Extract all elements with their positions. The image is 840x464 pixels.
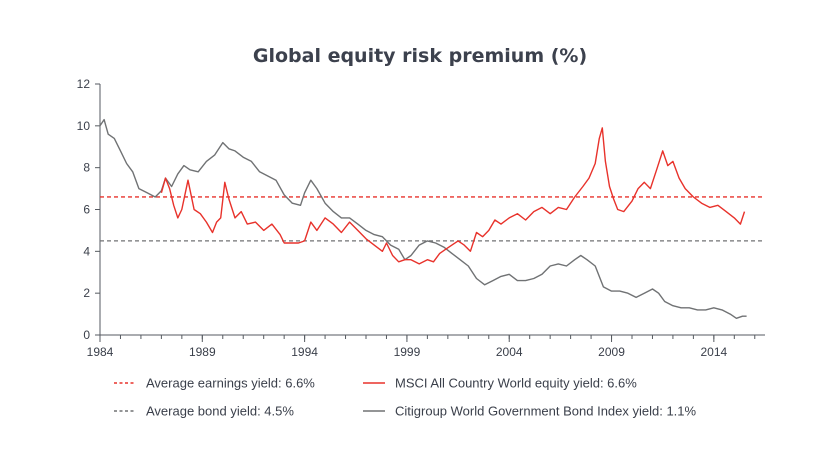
plot-area: 0 2 4 6 8 10 12 1984 1989 1994 1999 2004 2009 2014 [77, 77, 765, 359]
x-tick-label: 2004 [496, 345, 523, 359]
y-tick-label: 6 [83, 203, 90, 217]
x-tick-label: 1994 [291, 345, 318, 359]
x-tick-label: 1999 [394, 345, 421, 359]
y-tick-label: 4 [83, 244, 90, 258]
legend-label: MSCI All Country World equity yield: 6.6… [395, 376, 637, 391]
x-tick-label: 1989 [189, 345, 216, 359]
y-tick-label: 12 [77, 77, 91, 91]
chart-title: Global equity risk premium (%) [253, 45, 587, 67]
y-tick-label: 10 [77, 119, 91, 133]
series-line [99, 118, 747, 319]
x-tick-label: 2014 [700, 345, 727, 359]
legend-label: Average bond yield: 4.5% [146, 404, 294, 419]
legend-label: Average earnings yield: 6.6% [146, 376, 315, 391]
y-tick-label: 2 [83, 286, 90, 300]
y-tick-label: 0 [83, 328, 90, 342]
y-tick-label: 8 [83, 161, 90, 175]
legend: Average earnings yield: 6.6% MSCI All Cou… [114, 376, 697, 419]
legend-label: Citigroup World Government Bond Index yi… [395, 404, 697, 419]
series-line [160, 127, 746, 265]
x-tick-label: 2009 [598, 345, 625, 359]
x-tick-label: 1984 [87, 345, 114, 359]
